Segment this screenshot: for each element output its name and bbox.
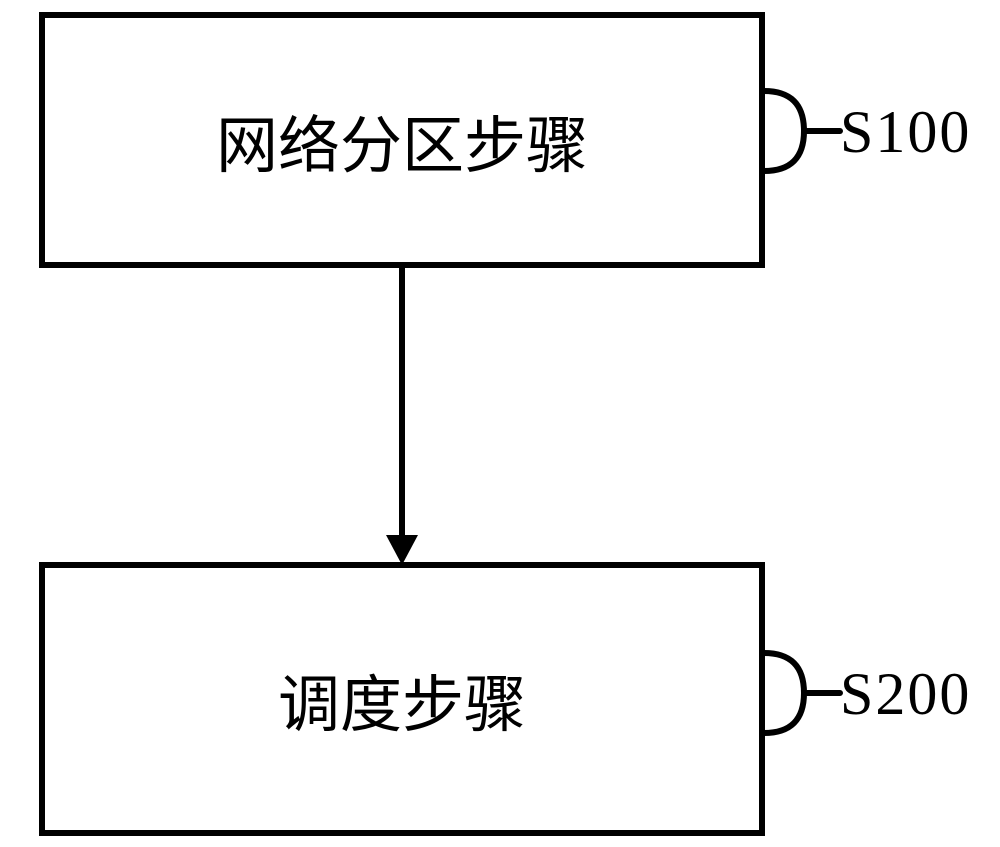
- flow-node-label: 调度步骤: [42, 565, 762, 833]
- leader-line: [764, 653, 840, 733]
- step-label: S200: [840, 660, 971, 729]
- leader-line: [764, 91, 840, 171]
- flow-node-label: 网络分区步骤: [42, 15, 762, 265]
- step-label: S100: [840, 98, 971, 167]
- arrow-head-icon: [386, 535, 418, 565]
